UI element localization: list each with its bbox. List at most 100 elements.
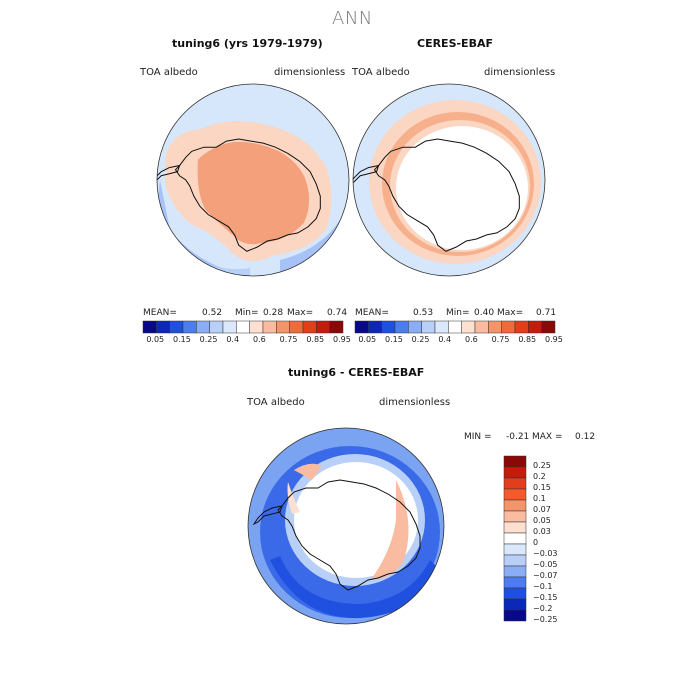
diff-min: -0.21 (506, 432, 530, 442)
colorbar-swatch (222, 320, 237, 334)
colorbar-tick-label: 0.95 (545, 335, 563, 344)
colorbar-tick-label: 0.05 (358, 335, 377, 344)
panel-1-min-label: Min= (235, 308, 259, 318)
panel-2-mean-label: MEAN= (355, 308, 389, 318)
colorbar-swatch (503, 521, 527, 534)
colorbar-swatch (408, 320, 422, 334)
panel-2-variable: TOA albedo (352, 67, 410, 78)
map-panel-difference (247, 427, 445, 625)
map-panel-2 (352, 83, 546, 277)
diff-ice-sheet (294, 462, 418, 578)
colorbar-tick-label: 0.2 (533, 472, 546, 481)
diff-max: 0.12 (575, 432, 596, 442)
colorbar-tick-label: 0.6 (465, 335, 478, 344)
colorbar-swatch (461, 320, 476, 334)
colorbar-swatch (514, 320, 529, 334)
colorbar-difference (503, 455, 527, 622)
colorbar-swatch (503, 554, 527, 567)
colorbar-tick-label: 0.15 (173, 335, 191, 344)
colorbar-swatch (434, 320, 449, 334)
panel-1-max-label: Max= (287, 308, 314, 318)
colorbar-tick-label: 0.05 (146, 335, 165, 344)
colorbar-panel-2 (354, 320, 556, 334)
panel-1-variable: TOA albedo (140, 67, 198, 78)
colorbar-swatch (421, 320, 436, 334)
diff-positive-north (294, 463, 322, 480)
colorbar-swatch (503, 532, 527, 545)
panel-2-max-label: Max= (497, 308, 524, 318)
colorbar-tick-label: 0.25 (533, 461, 551, 470)
colorbar-swatch (394, 320, 409, 334)
colorbar-swatch (528, 320, 542, 334)
colorbar-tick-label: 0.4 (226, 335, 240, 344)
colorbar-tick-label: −0.25 (533, 615, 558, 624)
panel-1-title: tuning6 (yrs 1979-1979) (172, 37, 323, 50)
colorbar-swatch (541, 320, 556, 334)
diff-variable: TOA albedo (247, 397, 305, 408)
panel-2-title: CERES-EBAF (417, 37, 493, 50)
colorbar-swatch (503, 477, 527, 490)
panel-1-min: 0.28 (263, 308, 284, 318)
colorbar-swatch (381, 320, 396, 334)
diff-border (247, 427, 445, 625)
colorbar-swatch (503, 466, 527, 479)
panel-2-min-label: Min= (446, 308, 470, 318)
colorbar-swatch (503, 499, 527, 512)
colorbar-tick-label: −0.15 (533, 593, 558, 602)
colorbar-tick-label: −0.1 (533, 582, 553, 591)
colorbar-swatch (169, 320, 184, 334)
colorbar-tick-label: 0.07 (533, 505, 551, 514)
diff-units: dimensionless (379, 397, 451, 408)
colorbar-swatch (142, 320, 157, 334)
colorbar-tick-label: 0.75 (279, 335, 298, 344)
colorbar-tick-label: 0.75 (491, 335, 510, 344)
colorbar-swatch (488, 320, 502, 334)
colorbar-swatch (474, 320, 489, 334)
colorbar-swatch (276, 320, 290, 334)
colorbar-swatch (236, 320, 250, 334)
colorbar-tick-label: −0.2 (533, 604, 553, 613)
map-panel-1 (156, 83, 350, 277)
panel-2-ice-sheet (396, 126, 528, 250)
diff-min-label: MIN = (464, 432, 492, 442)
colorbar-tick-label: 0.85 (306, 335, 325, 344)
panel-1-border (156, 83, 350, 277)
diff-positive-east (372, 480, 409, 579)
diff-max-label: MAX = (532, 432, 563, 442)
colorbar-swatch (503, 609, 527, 622)
panel-2-max: 0.71 (536, 308, 557, 318)
colorbar-swatch (503, 576, 527, 589)
colorbar-swatch (503, 510, 527, 523)
page-title: ANN (332, 8, 373, 29)
panel-1-max: 0.74 (327, 308, 348, 318)
panel-2-units: dimensionless (484, 67, 556, 78)
colorbar-tick-label: 0.4 (438, 335, 452, 344)
colorbar-tick-label: 0.6 (253, 335, 266, 344)
diff-positive-west (287, 482, 300, 514)
colorbar-swatch (503, 598, 527, 611)
colorbar-tick-label: 0.05 (533, 516, 551, 525)
colorbar-tick-label: −0.07 (533, 571, 558, 580)
colorbar-tick-label: 0.25 (411, 335, 430, 344)
colorbar-tick-label: 0.15 (385, 335, 403, 344)
colorbar-swatch (262, 320, 277, 334)
colorbar-swatch (196, 320, 210, 334)
colorbar-tick-label: 0 (533, 538, 539, 547)
colorbar-swatch (501, 320, 516, 334)
colorbar-swatch (156, 320, 170, 334)
colorbar-swatch (316, 320, 330, 334)
colorbar-panel-1 (142, 320, 344, 334)
colorbar-swatch (503, 565, 527, 578)
colorbar-swatch (289, 320, 304, 334)
colorbar-swatch (503, 587, 527, 600)
colorbar-tick-label: 0.1 (533, 494, 546, 503)
colorbar-tick-label: 0.15 (533, 483, 551, 492)
colorbar-swatch (329, 320, 344, 334)
colorbar-swatch (209, 320, 224, 334)
colorbar-swatch (302, 320, 317, 334)
colorbar-swatch (503, 488, 527, 501)
panel-1-units: dimensionless (274, 67, 346, 78)
colorbar-swatch (182, 320, 197, 334)
